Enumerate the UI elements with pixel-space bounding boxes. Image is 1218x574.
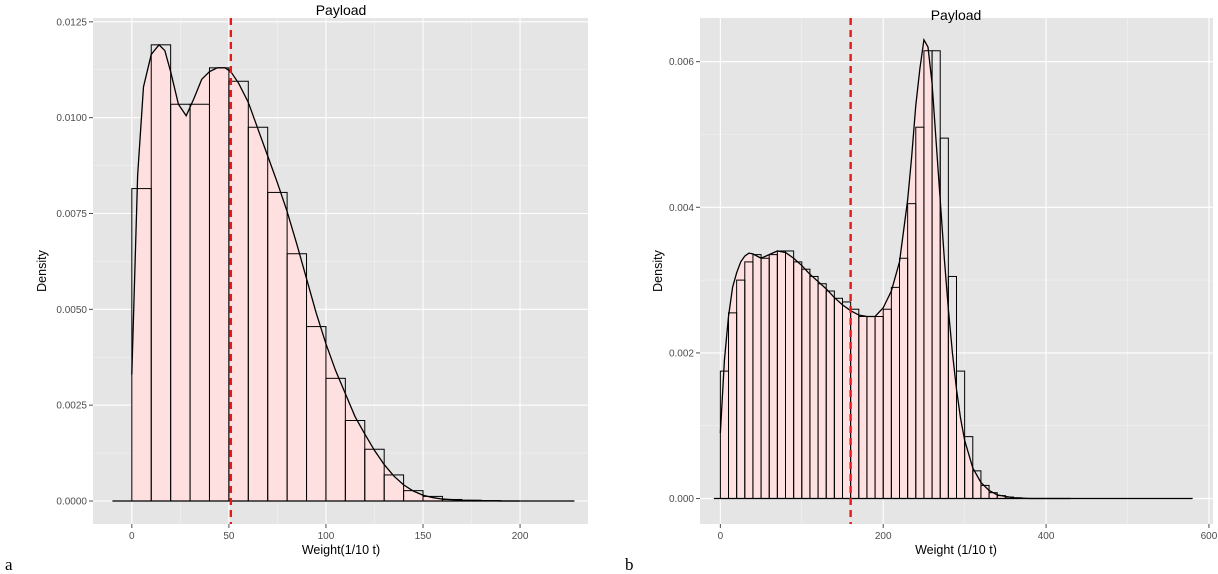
chart-title: Payload: [931, 7, 982, 23]
axis-ticks: 0 50 100 150 200 0.0000 0.0025 0.0050 0.0075 0.01…: [56, 17, 528, 542]
x-axis-title: Weight (1/10 t): [915, 543, 997, 557]
y-tick-label: 0.006: [669, 57, 694, 68]
x-tick-label: 100: [318, 531, 335, 542]
y-tick-label: 0.0075: [56, 209, 87, 220]
y-tick-label: 0.0000: [56, 497, 87, 508]
chart-panel-a: 0 50 100 150 200 0.0000 0.0025 0.0050 0.0075 0.01…: [5, 2, 588, 574]
chart-panel-b: 0 200 400 600 0.000 0.002 0.004 0.006 Payload W…: [625, 7, 1218, 574]
y-tick-label: 0.0050: [56, 305, 87, 316]
y-tick-label: 0.000: [669, 494, 694, 505]
x-tick-label: 600: [1201, 531, 1218, 542]
density-curve: [131, 43, 521, 502]
y-tick-label: 0.0025: [56, 401, 87, 412]
x-tick-label: 50: [223, 531, 235, 542]
axis-ticks: 0 200 400 600 0.000 0.002 0.004 0.006: [669, 57, 1218, 542]
x-tick-label: 400: [1038, 531, 1055, 542]
y-axis-title: Density: [651, 249, 665, 291]
y-tick-label: 0.004: [669, 203, 694, 214]
density-curve: [719, 37, 1071, 500]
y-tick-label: 0.0125: [56, 17, 87, 28]
x-tick-label: 200: [512, 531, 529, 542]
panel-label: b: [625, 555, 634, 574]
x-tick-label: 0: [718, 531, 724, 542]
y-axis-title: Density: [35, 249, 49, 291]
x-tick-label: 0: [129, 531, 135, 542]
density-area: [720, 39, 1071, 499]
panel-label: a: [5, 555, 13, 574]
x-axis-title: Weight(1/10 t): [302, 543, 380, 557]
x-tick-label: 200: [875, 531, 892, 542]
chart-title: Payload: [316, 2, 367, 18]
y-tick-label: 0.0100: [56, 113, 87, 124]
x-tick-label: 150: [415, 531, 432, 542]
y-tick-label: 0.002: [669, 348, 694, 359]
